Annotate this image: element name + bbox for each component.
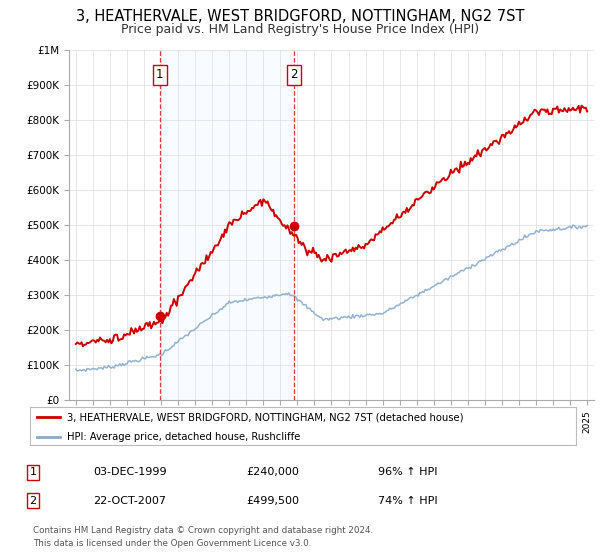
Text: 22-OCT-2007: 22-OCT-2007 — [93, 496, 166, 506]
Text: 3, HEATHERVALE, WEST BRIDGFORD, NOTTINGHAM, NG2 7ST: 3, HEATHERVALE, WEST BRIDGFORD, NOTTINGH… — [76, 9, 524, 24]
Text: Contains HM Land Registry data © Crown copyright and database right 2024.: Contains HM Land Registry data © Crown c… — [33, 526, 373, 535]
Text: HPI: Average price, detached house, Rushcliffe: HPI: Average price, detached house, Rush… — [67, 432, 301, 442]
Text: 03-DEC-1999: 03-DEC-1999 — [93, 467, 167, 477]
Bar — [160, 50, 294, 400]
Text: 3, HEATHERVALE, WEST BRIDGFORD, NOTTINGHAM, NG2 7ST (detached house): 3, HEATHERVALE, WEST BRIDGFORD, NOTTINGH… — [67, 412, 464, 422]
Text: 1: 1 — [29, 467, 37, 477]
Text: 2: 2 — [29, 496, 37, 506]
Text: 1: 1 — [156, 68, 163, 81]
Text: This data is licensed under the Open Government Licence v3.0.: This data is licensed under the Open Gov… — [33, 539, 311, 548]
Text: £499,500: £499,500 — [246, 496, 299, 506]
Text: £240,000: £240,000 — [246, 467, 299, 477]
Text: Price paid vs. HM Land Registry's House Price Index (HPI): Price paid vs. HM Land Registry's House … — [121, 22, 479, 36]
Text: 2: 2 — [290, 68, 298, 81]
Text: 74% ↑ HPI: 74% ↑ HPI — [378, 496, 437, 506]
Text: 96% ↑ HPI: 96% ↑ HPI — [378, 467, 437, 477]
